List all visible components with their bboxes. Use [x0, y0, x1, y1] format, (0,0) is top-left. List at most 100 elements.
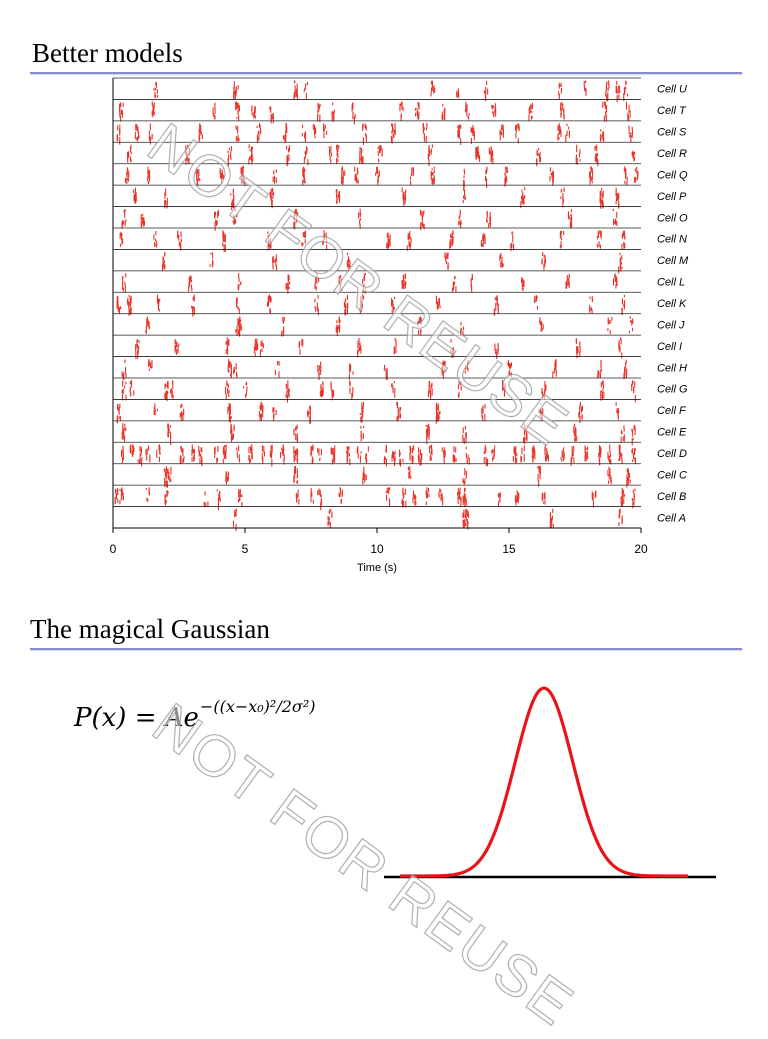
x-tick-label: 15 [502, 542, 516, 556]
spike [269, 239, 271, 245]
spike [610, 459, 612, 465]
spike-burst [578, 401, 583, 423]
spike [130, 158, 132, 163]
spike-burst [510, 231, 515, 252]
spike [164, 192, 166, 199]
spike [122, 102, 124, 107]
spike [270, 242, 272, 246]
spike [494, 103, 496, 110]
spike [392, 304, 394, 309]
spike-burst [452, 446, 457, 463]
spike-burst [121, 359, 127, 381]
spike [361, 436, 363, 439]
spike [450, 234, 452, 238]
spike [470, 279, 472, 286]
spike [117, 498, 119, 504]
spike [230, 366, 232, 374]
spike-burst [531, 445, 536, 463]
spike-burst [491, 103, 497, 118]
spike [241, 502, 243, 507]
spike [524, 187, 526, 191]
spike [230, 193, 232, 196]
spike [310, 498, 312, 502]
spike [579, 341, 581, 348]
spike [546, 451, 548, 460]
spike [520, 459, 522, 463]
spike [444, 107, 446, 114]
spike [620, 497, 622, 504]
spike [119, 111, 121, 119]
spike [421, 222, 423, 226]
spike [464, 487, 466, 492]
spike [272, 256, 274, 263]
spike-burst [317, 361, 322, 380]
spike [414, 501, 416, 506]
spike [622, 436, 624, 441]
spike [483, 237, 485, 245]
spike [356, 447, 358, 454]
spike [154, 403, 156, 409]
spike-burst [485, 166, 488, 188]
spike [336, 324, 338, 332]
spike [259, 349, 261, 358]
spike [463, 519, 465, 528]
spike [592, 493, 594, 501]
spike [269, 450, 271, 457]
spike-burst [422, 122, 428, 143]
spike [408, 241, 410, 245]
spike [119, 137, 121, 145]
spike [285, 283, 287, 290]
spike-burst [470, 124, 475, 144]
spike [631, 438, 633, 446]
spike [447, 253, 449, 259]
spike [464, 478, 466, 484]
spike [410, 180, 412, 185]
spike [460, 330, 462, 335]
spike [589, 171, 591, 178]
spike-burst [463, 168, 465, 189]
spike [275, 169, 277, 173]
spike [420, 457, 422, 466]
spike [149, 123, 151, 131]
spike [164, 200, 166, 209]
spike [625, 373, 627, 379]
spike [462, 331, 464, 337]
spike-burst [409, 167, 414, 185]
spike [270, 297, 272, 303]
spike [515, 498, 517, 506]
spike [431, 388, 433, 396]
spike [386, 368, 388, 375]
spike [332, 454, 334, 458]
spike [224, 235, 226, 243]
spike [460, 497, 462, 503]
spike [267, 234, 269, 237]
spike [392, 299, 394, 305]
spike-burst [457, 380, 462, 398]
spike [418, 456, 420, 463]
spike [617, 196, 619, 201]
spike [384, 364, 386, 370]
spike [489, 212, 491, 218]
spike [231, 429, 233, 435]
spike [304, 177, 306, 181]
spike [605, 113, 607, 117]
spike [581, 405, 583, 411]
spike [631, 151, 633, 156]
spike [407, 466, 409, 471]
spike [538, 480, 540, 487]
spike [303, 156, 305, 163]
spike [597, 159, 599, 167]
spike [550, 173, 552, 176]
spike-burst [631, 425, 636, 446]
spike [549, 167, 551, 172]
spike [306, 150, 308, 155]
spike-burst [167, 423, 172, 446]
spike [460, 322, 462, 326]
spike [273, 175, 275, 184]
spike [270, 113, 272, 121]
raster-row: Cell Q [113, 163, 688, 189]
spike [226, 344, 228, 350]
spike [216, 457, 218, 464]
spike [457, 88, 459, 97]
spike [622, 489, 624, 494]
